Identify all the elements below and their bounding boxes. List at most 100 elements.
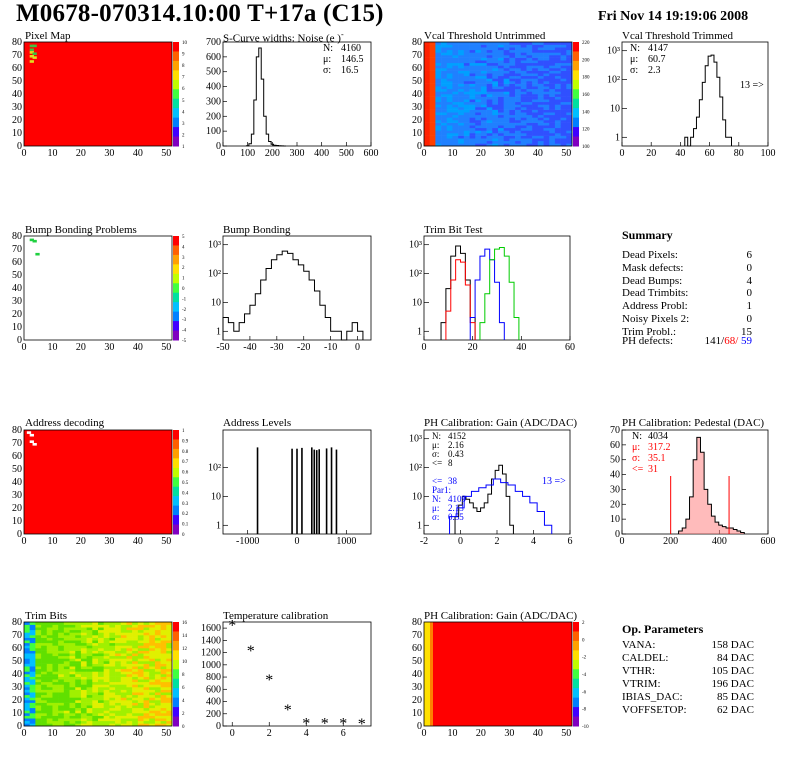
heatmap-cell (424, 94, 430, 97)
heatmap-cell (515, 109, 522, 113)
heatmap-cell (452, 86, 459, 90)
heatmap-cell (132, 697, 139, 701)
heatmap-cell (515, 83, 522, 87)
heatmap-cell (166, 645, 173, 649)
heatmap-cell (120, 653, 127, 657)
heatmap-cell (75, 635, 82, 638)
heatmap-cell (24, 658, 30, 662)
heatmap-cell (503, 143, 510, 147)
heatmap-cell (92, 679, 99, 683)
heatmap-cell (132, 710, 139, 714)
heatmap-cell (166, 720, 173, 724)
heatmap-cell (515, 73, 522, 77)
heatmap-cell (520, 114, 527, 118)
heatmap-cell (509, 91, 516, 95)
heatmap-cell (446, 138, 453, 142)
color-scale-swatch (173, 60, 179, 71)
heatmap-cell (52, 648, 59, 651)
heatmap-cell (452, 68, 459, 71)
heatmap-cell (498, 122, 504, 126)
heatmap-cell (120, 713, 127, 716)
heatmap-cell (503, 133, 510, 136)
heatmap-cell (532, 138, 539, 142)
heatmap-cell (532, 60, 539, 64)
heatmap-cell (566, 109, 573, 113)
heatmap-cell (103, 640, 110, 644)
heatmap-cell (41, 681, 48, 685)
heatmap-cell (560, 47, 567, 51)
heatmap-cell (86, 715, 93, 719)
heatmap-cell (103, 700, 110, 703)
heatmap-cell (24, 718, 30, 722)
heatmap-cell (92, 663, 99, 667)
heatmap-cell (446, 117, 453, 121)
y-tick-label: 40 (12, 89, 22, 100)
heatmap-cell (160, 632, 167, 636)
heatmap-cell (469, 112, 476, 116)
heatmap-cell (29, 645, 36, 649)
heatmap-cell (452, 91, 459, 95)
color-scale-swatch (573, 136, 579, 147)
y-tick-label: 50 (12, 76, 22, 87)
heatmap-cell (532, 44, 539, 48)
panel-title-ph-pedestal: PH Calibration: Pedestal (DAC) (622, 417, 765, 429)
heatmap-cell (429, 104, 436, 108)
x-tick-label: 30 (104, 728, 114, 739)
heatmap-cell (52, 674, 59, 677)
heatmap-cell (549, 83, 556, 87)
heatmap-cell (480, 99, 487, 103)
heatmap-cell (92, 650, 99, 654)
y-tick-label: 80 (412, 617, 422, 628)
heatmap-cell (441, 109, 448, 113)
heatmap-cell (543, 140, 550, 144)
color-scale-label: -4 (182, 329, 187, 334)
heatmap-cell (41, 655, 48, 659)
heatmap-cell (149, 676, 156, 680)
heatmap-cell (154, 718, 161, 722)
heatmap-cell (132, 642, 139, 646)
heatmap-cell (480, 140, 487, 144)
heatmap-cell (115, 674, 122, 677)
heatmap-cell (463, 78, 470, 82)
heatmap-cell (469, 60, 476, 64)
heatmap-cell (498, 96, 504, 100)
heatmap-cell (463, 73, 470, 77)
heatmap-cell (29, 635, 36, 638)
y-tick-label: 50 (12, 464, 22, 475)
heatmap-cell (515, 42, 522, 45)
heatmap-cell (160, 645, 167, 649)
heatmap-cell (554, 101, 561, 105)
heatmap-cell (52, 713, 59, 716)
heatmap-cell (24, 653, 30, 657)
heatmap-cell (498, 125, 504, 129)
heatmap-cell (435, 83, 442, 87)
y-tick-label: 20 (12, 115, 22, 126)
heatmap-cell (132, 661, 139, 664)
heatmap-cell (560, 62, 567, 66)
y-tick-label: 1 (417, 326, 422, 337)
color-scale-swatch (173, 236, 179, 246)
y-tick-label: 60 (610, 440, 620, 451)
heatmap-cell (109, 723, 116, 727)
heatmap-cell (526, 68, 533, 71)
heatmap-cell (429, 62, 436, 66)
heatmap-cell (509, 135, 516, 139)
heatmap-cell (115, 653, 122, 657)
heatmap-cell (486, 83, 493, 87)
heatmap-cell (92, 653, 99, 657)
heatmap-cell (69, 707, 76, 711)
heatmap-cell (35, 650, 42, 654)
heatmap-cell (429, 125, 436, 129)
heatmap-cell (452, 107, 459, 110)
heatmap-cell (549, 57, 556, 61)
heatmap-cell (537, 55, 544, 58)
x-tick-label: 50 (161, 148, 171, 159)
heatmap-cell (115, 684, 122, 688)
heatmap-cell (560, 143, 567, 147)
y-tick-label: 30 (412, 102, 422, 113)
heatmap-cell (46, 655, 53, 659)
heatmap-cell (515, 125, 522, 129)
stat-value: 2.16 (448, 440, 464, 450)
heatmap-cell (80, 700, 87, 703)
heatmap-cell (475, 75, 482, 79)
